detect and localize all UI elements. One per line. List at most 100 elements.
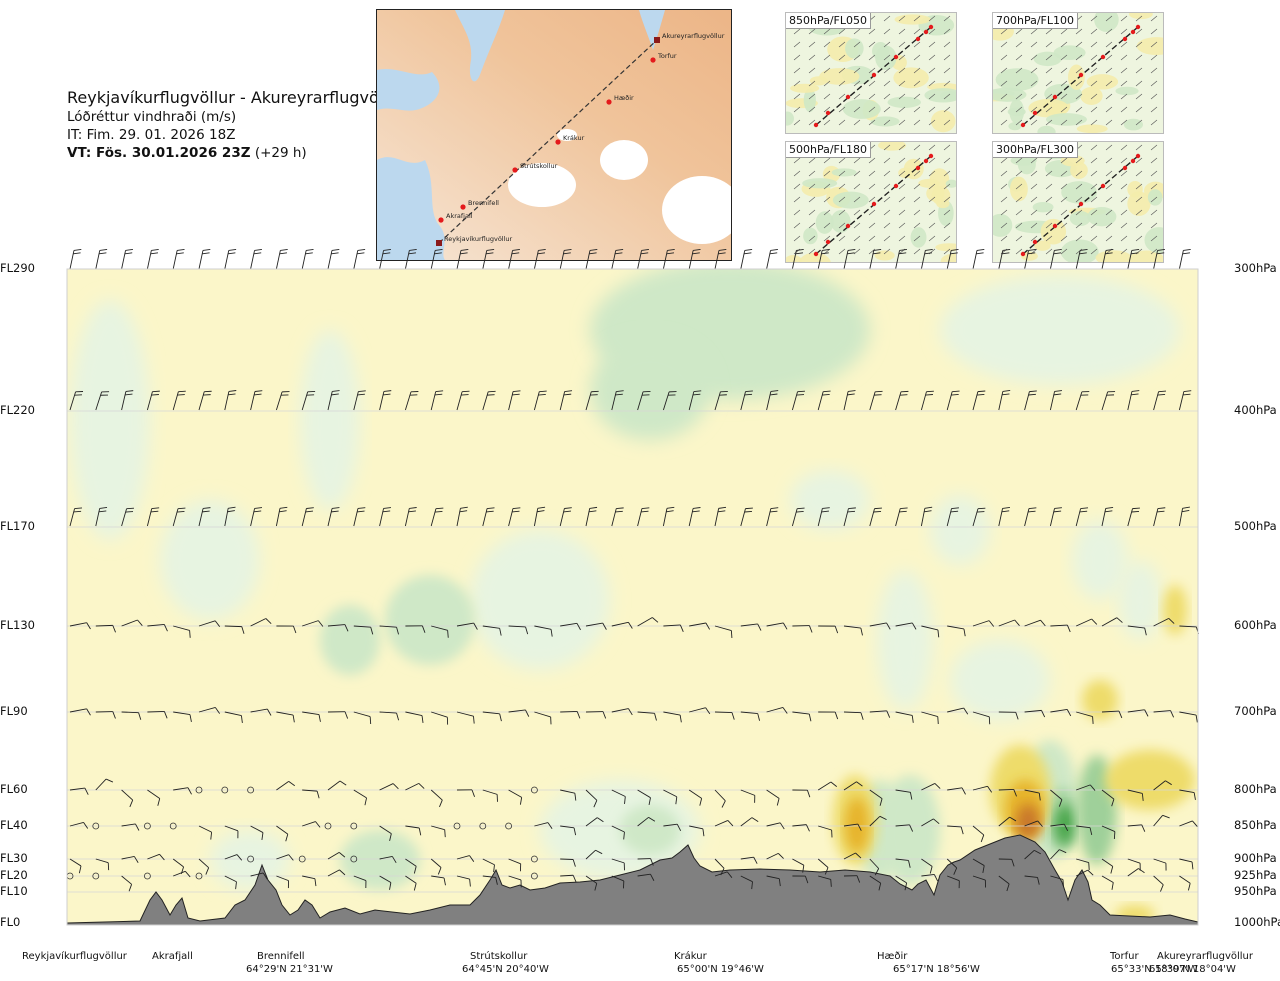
wind-barb (327, 507, 340, 527)
wind-barb (1127, 709, 1149, 717)
wind-barb (482, 711, 502, 722)
wind-barb (869, 507, 882, 527)
level-map-barb (943, 93, 951, 100)
wind-barb (69, 708, 91, 716)
level-map-barb (1045, 41, 1053, 48)
wind-barb (508, 390, 521, 411)
level-map-barb (868, 248, 876, 255)
level-map-barb (883, 28, 891, 35)
wind-barb (430, 789, 443, 808)
wind-barb (173, 787, 192, 795)
level-map-barb (1135, 93, 1143, 100)
level-map-barb (853, 106, 861, 113)
wind-barb (482, 507, 495, 527)
wind-barb (766, 822, 785, 830)
calm-wind-marker (143, 872, 151, 880)
wind-barb (560, 825, 577, 836)
level-map-barb (868, 28, 876, 35)
level-map-barb (1105, 54, 1113, 61)
wind-barb (404, 507, 417, 527)
wind-barb (843, 852, 862, 860)
wind-barb (482, 390, 496, 411)
wind-barb (688, 507, 701, 527)
level-map-barb (1135, 41, 1143, 48)
level-map-barb (928, 183, 936, 190)
wind-barb (611, 858, 625, 871)
level-map-barb (853, 170, 861, 177)
level-map-barb (808, 93, 816, 100)
level-map-field (1037, 125, 1056, 133)
calm-wind-marker (195, 872, 203, 880)
level-map-field (936, 199, 950, 209)
wind-barb (689, 707, 711, 715)
level-map-barb (898, 67, 906, 74)
velocity-contour (385, 575, 475, 665)
wind-barb (276, 625, 297, 634)
wind-barb (818, 875, 832, 887)
wind-barb (1050, 823, 1069, 832)
level-map-barb (868, 54, 876, 61)
level-map-barb (868, 170, 876, 177)
level-map-point (923, 29, 929, 35)
level-map-barb (793, 196, 801, 203)
level-map-barb (1105, 209, 1113, 216)
calm-wind-marker (247, 855, 255, 863)
level-map-barb (853, 28, 861, 35)
level-map-field (802, 178, 838, 189)
level-map-barb (1015, 28, 1023, 35)
level-map-point (923, 158, 929, 164)
level-map-barb (1150, 183, 1158, 190)
level-map-barb (943, 144, 951, 151)
level-map-barb (838, 54, 846, 61)
level-map-point (893, 183, 899, 189)
wind-barb (147, 789, 161, 806)
level-map-field (1028, 98, 1070, 118)
wind-barb (276, 875, 289, 889)
wind-barb (172, 390, 186, 411)
wind-barb (430, 858, 442, 875)
route-map-airport (654, 37, 660, 43)
wind-barb (1153, 390, 1167, 411)
wind-barb (560, 789, 577, 801)
wind-barb (250, 248, 262, 270)
level-map-barb (808, 41, 816, 48)
level-map-barb (928, 41, 936, 48)
level-map-point (845, 94, 851, 100)
level-map-barb (793, 235, 801, 242)
wind-barb (1101, 875, 1114, 890)
velocity-contour (877, 570, 933, 710)
level-map-field (1009, 176, 1028, 202)
wind-barb (1101, 248, 1114, 270)
wind-barb (121, 507, 135, 527)
wind-barb (637, 507, 650, 527)
wind-barb (146, 507, 160, 527)
level-map-barb (1075, 67, 1083, 74)
plot-frame (66, 268, 1199, 926)
level-map-barb (1120, 183, 1128, 190)
level-map-point (825, 239, 831, 245)
level-map-point (813, 122, 819, 128)
wind-barb (198, 858, 210, 875)
wind-barb (69, 507, 83, 527)
wind-barb (688, 789, 703, 806)
level-map-field (1094, 13, 1119, 32)
wind-barb (379, 507, 392, 527)
level-map-barb (913, 41, 921, 48)
level-map-barb (838, 235, 846, 242)
level-map-barb (898, 80, 906, 87)
level-map-field (935, 243, 956, 252)
wind-barb (121, 248, 133, 270)
level-map-barb (1120, 41, 1128, 48)
level-map-barb (883, 248, 891, 255)
wind-barb (1101, 617, 1123, 627)
wind-barb (611, 825, 625, 840)
level-map-barb (943, 54, 951, 61)
level-map-field (1070, 161, 1088, 179)
wind-barb (431, 825, 446, 838)
level-map-barb (1060, 41, 1068, 48)
level-map-barb (853, 157, 861, 164)
level-map-barb (793, 119, 801, 126)
wind-barb (585, 849, 603, 860)
chart-subtitle: Lóðréttur vindhraði (m/s) (67, 109, 237, 125)
level-map-field (1095, 250, 1132, 262)
